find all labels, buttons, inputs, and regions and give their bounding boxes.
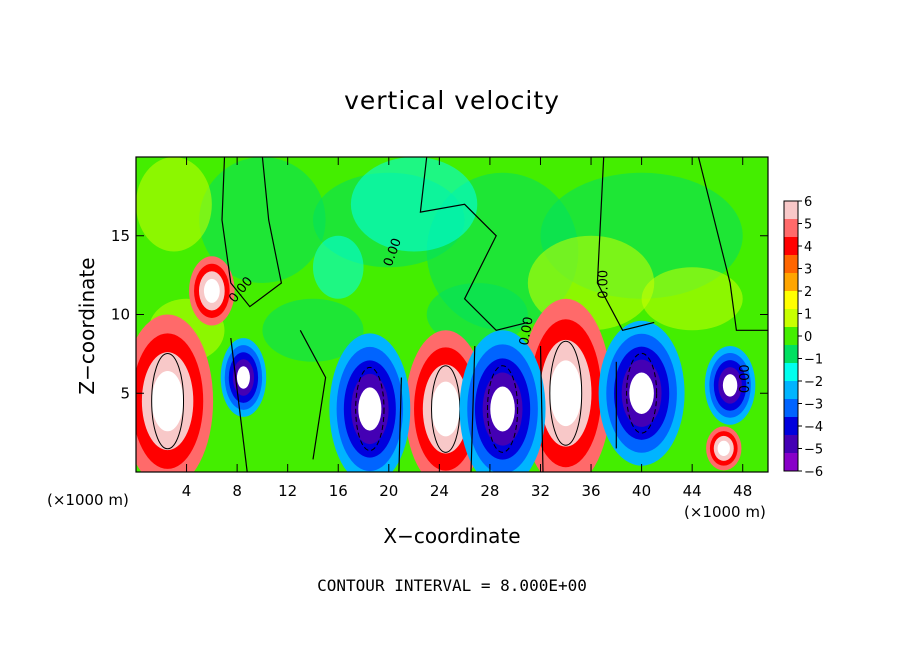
contour-label: 0.00 xyxy=(738,364,753,393)
y-tick-label: 15 xyxy=(111,227,130,245)
colorbar-tick-label: 6 xyxy=(804,195,812,210)
x-unit-label-right: (×1000 m) xyxy=(684,503,766,521)
zero-contour xyxy=(299,330,327,460)
contour-label: 0.00 xyxy=(517,316,537,347)
colorbar-swatch xyxy=(784,201,798,220)
downdraft-core xyxy=(629,372,654,414)
zero-contour xyxy=(221,157,283,308)
updraft-core xyxy=(549,360,582,427)
zero-contour xyxy=(419,157,528,331)
colorbar-swatch xyxy=(784,381,798,400)
colorbar-tick-label: 3 xyxy=(804,263,812,278)
colorbar-tick-label: −2 xyxy=(804,375,823,390)
zero-contour xyxy=(470,345,476,472)
updraft-core xyxy=(431,381,460,437)
colorbar-tick-label: −4 xyxy=(804,420,823,435)
field-patch xyxy=(426,283,528,346)
colorbar-tick-label: 0 xyxy=(804,330,812,345)
contour-line xyxy=(626,352,658,434)
colorbar-tick-label: −3 xyxy=(804,398,823,413)
field-patch xyxy=(350,157,478,252)
zero-contour xyxy=(596,157,655,331)
field-patch xyxy=(312,235,364,299)
x-tick-label: 36 xyxy=(581,482,600,500)
contour-line xyxy=(355,366,385,452)
colorbar-tick-label: 5 xyxy=(804,218,812,233)
colorbar-swatch xyxy=(784,399,798,418)
x-tick-label: 20 xyxy=(379,482,398,500)
zero-contour xyxy=(398,377,402,472)
x-tick-label: 24 xyxy=(430,482,449,500)
colorbar-swatch xyxy=(784,453,798,472)
colorbar-swatch xyxy=(784,363,798,382)
field-patch xyxy=(641,267,743,331)
field-patch xyxy=(262,298,364,362)
colorbar-tick-label: −6 xyxy=(804,465,823,480)
downdraft-core xyxy=(358,387,382,431)
colorbar-swatch xyxy=(784,291,798,310)
colorbar-swatch xyxy=(784,273,798,292)
downdraft-core xyxy=(490,386,515,432)
x-tick-label: 44 xyxy=(683,482,702,500)
x-tick-label: 28 xyxy=(480,482,499,500)
contour-line xyxy=(487,365,519,453)
contour-label: 0.00 xyxy=(596,270,611,299)
x-axis-label: X−coordinate xyxy=(383,524,521,548)
colorbar-tick-label: 4 xyxy=(804,240,812,255)
colorbar-swatch xyxy=(784,327,798,346)
y-axis: 5 10 15 xyxy=(111,227,768,402)
field-patch xyxy=(136,157,212,252)
colorbar-tick-label: 1 xyxy=(804,308,812,323)
colorbar-swatch xyxy=(784,309,798,328)
x-tick-label: 32 xyxy=(531,482,550,500)
downdraft-core xyxy=(236,366,250,389)
x-axis: 4 8 12 16 20 24 28 32 36 40 44 48 xyxy=(182,157,752,500)
x-tick-label: 12 xyxy=(278,482,297,500)
y-tick-label: 5 xyxy=(120,384,130,402)
zero-contour xyxy=(539,345,544,472)
x-tick-label: 16 xyxy=(329,482,348,500)
velocity-field: 0.000.000.000.000.00 xyxy=(136,157,768,472)
colorbar-tick-label: −5 xyxy=(804,443,823,458)
zero-contour xyxy=(697,157,768,331)
colorbar-swatch xyxy=(784,417,798,436)
x-tick-label: 4 xyxy=(182,482,192,500)
updraft-core xyxy=(151,370,184,432)
colorbar-swatch xyxy=(784,345,798,364)
contour-interval-note: CONTOUR INTERVAL = 8.000E+00 xyxy=(317,576,587,595)
contour-line xyxy=(151,352,185,450)
zero-contour xyxy=(230,338,248,472)
downdraft-core xyxy=(722,374,738,397)
field-patch xyxy=(199,157,326,283)
colorbar-swatch xyxy=(784,219,798,238)
chart-title: vertical velocity xyxy=(344,86,560,115)
contour-line xyxy=(549,340,583,446)
y-tick-label: 10 xyxy=(111,306,130,324)
colorbar-swatch xyxy=(784,255,798,274)
updraft-core xyxy=(717,440,730,457)
colorbar: 6 5 4 3 2 1 0 −1 −2 −3 −4 −5 −6 xyxy=(783,195,823,480)
x-unit-label-left: (×1000 m) xyxy=(47,491,129,509)
x-tick-label: 8 xyxy=(232,482,242,500)
x-tick-label: 48 xyxy=(733,482,752,500)
colorbar-tick-label: 2 xyxy=(804,285,812,300)
x-tick-label: 40 xyxy=(632,482,651,500)
colorbar-swatch xyxy=(784,237,798,256)
updraft-core xyxy=(203,278,220,303)
colorbar-swatch xyxy=(784,435,798,454)
colorbar-tick-label: −1 xyxy=(804,353,823,368)
